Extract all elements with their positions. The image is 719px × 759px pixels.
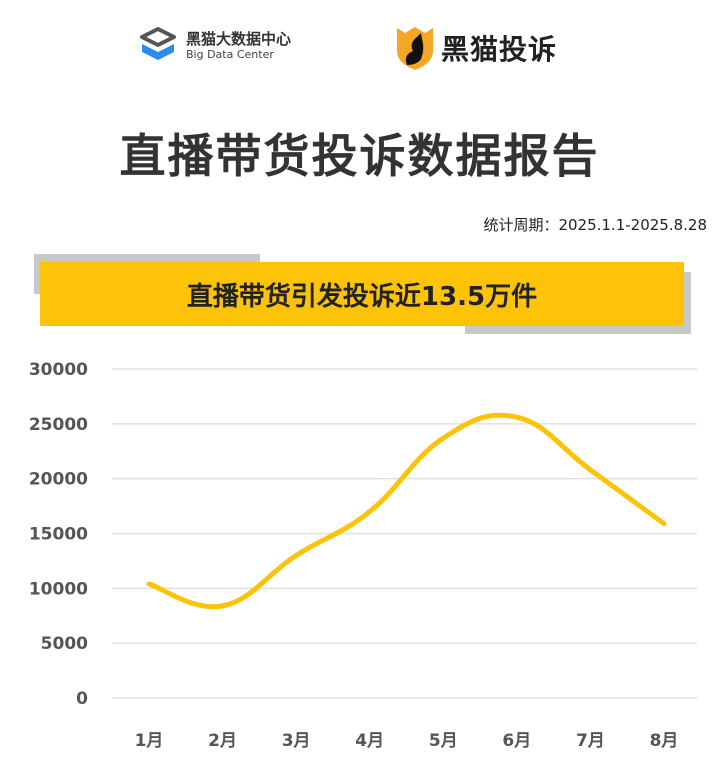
y-tick-label: 25000 bbox=[29, 415, 88, 435]
logo-left-cn: 黑猫大数据中心 bbox=[186, 29, 292, 48]
period-text: 统计周期：2025.1.1-2025.8.28 bbox=[483, 216, 707, 234]
y-tick-label: 20000 bbox=[29, 470, 88, 490]
y-tick-label: 5000 bbox=[41, 634, 88, 654]
heimao-tousu-logo: 黑猫投诉 bbox=[395, 25, 557, 71]
x-tick-label: 4月 bbox=[355, 731, 384, 751]
headline-banner: 直播带货引发投诉近13.5万件 bbox=[40, 262, 684, 326]
x-tick-label: 5月 bbox=[429, 731, 458, 751]
cat-shield-icon bbox=[397, 27, 433, 70]
page-title: 直播带货投诉数据报告 bbox=[119, 129, 600, 183]
x-tick-label: 8月 bbox=[650, 731, 679, 751]
stacked-cube-icon bbox=[140, 27, 176, 60]
y-tick-label: 30000 bbox=[29, 360, 88, 380]
logo-right-text: 黑猫投诉 bbox=[441, 33, 558, 66]
series-line bbox=[146, 412, 667, 610]
y-tick-label: 10000 bbox=[29, 579, 88, 599]
y-tick-label: 15000 bbox=[29, 525, 88, 545]
x-tick-label: 6月 bbox=[502, 731, 531, 751]
x-tick-label: 3月 bbox=[282, 731, 311, 751]
x-tick-label: 7月 bbox=[576, 731, 605, 751]
y-tick-label: 0 bbox=[76, 689, 88, 709]
x-tick-label: 2月 bbox=[208, 731, 237, 751]
logo-left-en: Big Data Center bbox=[186, 47, 274, 61]
big-data-center-logo: 黑猫大数据中心 Big Data Center bbox=[138, 26, 291, 64]
x-tick-label: 1月 bbox=[135, 731, 164, 751]
